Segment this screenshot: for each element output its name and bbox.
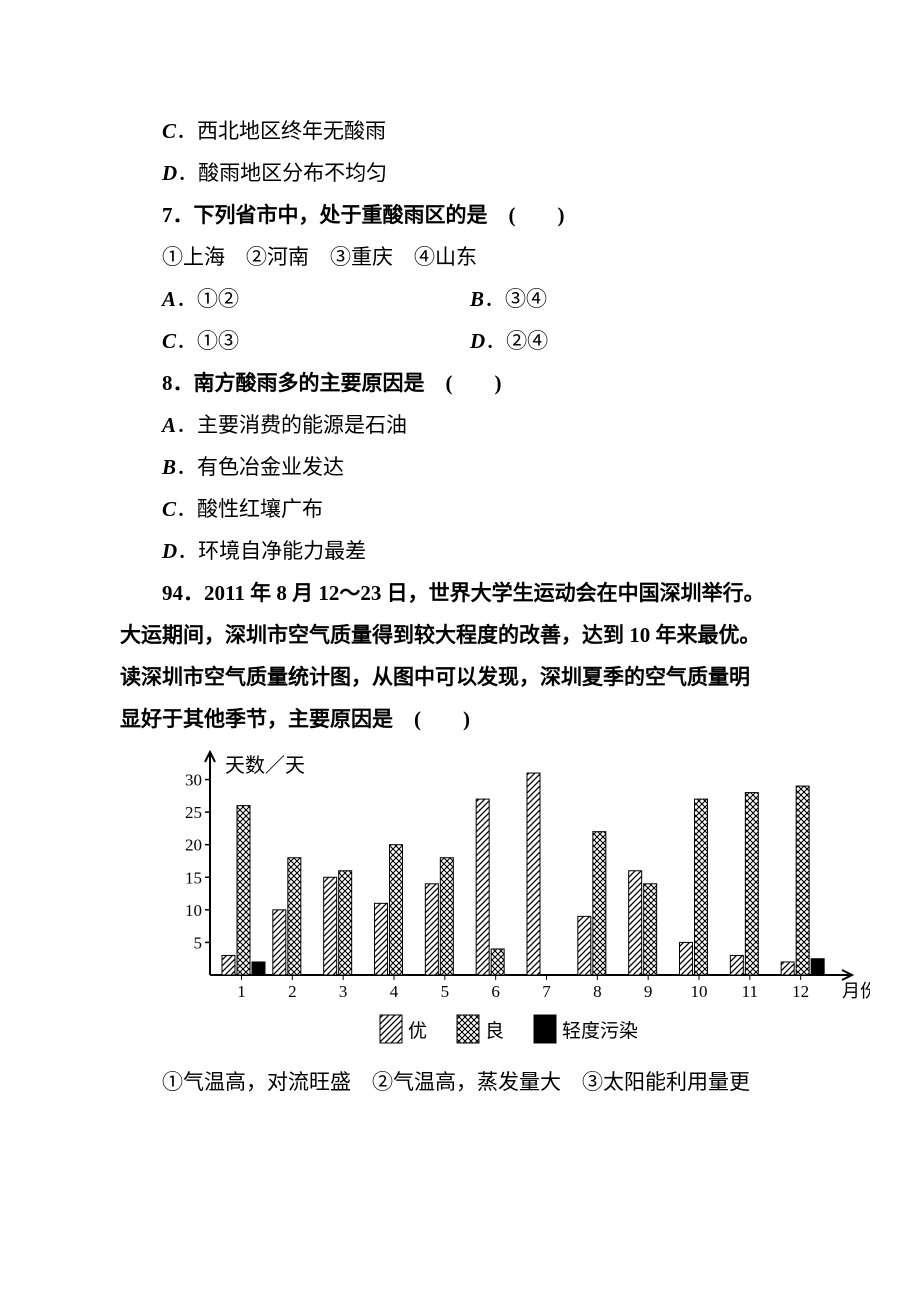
- svg-text:11: 11: [742, 982, 758, 1001]
- q8-opt-a: A．主要消费的能源是石油: [120, 404, 820, 446]
- q7-stem: 7．下列省市中，处于重酸雨区的是 ( ): [120, 194, 820, 236]
- q94-stem-l4: 显好于其他季节，主要原因是 ( ): [120, 698, 820, 740]
- opt-text: ．②④: [485, 329, 548, 353]
- opt-letter: A: [162, 287, 176, 311]
- q7-opts-row-1: A．①② B．③④: [120, 278, 820, 320]
- air-quality-chart: 天数／天51015202530123456789101112月份优良轻度污染: [150, 750, 820, 1055]
- opt-letter: C: [162, 119, 176, 143]
- q6-opt-d: D．酸雨地区分布不均匀: [120, 152, 820, 194]
- svg-text:10: 10: [691, 982, 708, 1001]
- svg-text:天数／天: 天数／天: [225, 754, 305, 777]
- q8-stem: 8．南方酸雨多的主要原因是 ( ): [120, 362, 820, 404]
- svg-text:20: 20: [185, 836, 202, 855]
- q7-opts-row-2: C．①③ D．②④: [120, 320, 820, 362]
- svg-text:月份: 月份: [842, 981, 870, 1001]
- opt-text: ．①③: [176, 329, 239, 353]
- svg-text:3: 3: [339, 982, 348, 1001]
- svg-text:1: 1: [237, 982, 246, 1001]
- svg-text:30: 30: [185, 771, 202, 790]
- opt-text: ．①②: [176, 287, 239, 311]
- opt-letter: B: [470, 287, 484, 311]
- q94-stem-l2: 大运期间，深圳市空气质量得到较大程度的改善，达到 10 年来最优。: [120, 614, 820, 656]
- q8-opt-c: C．酸性红壤广布: [120, 488, 820, 530]
- after-chart-line: ①气温高，对流旺盛 ②气温高，蒸发量大 ③太阳能利用量更: [120, 1061, 820, 1103]
- q8-opt-b: B．有色冶金业发达: [120, 446, 820, 488]
- svg-text:15: 15: [185, 868, 202, 887]
- opt-text: ．酸雨地区分布不均匀: [177, 161, 387, 185]
- svg-text:12: 12: [792, 982, 809, 1001]
- svg-text:10: 10: [185, 901, 202, 920]
- svg-text:轻度污染: 轻度污染: [562, 1020, 638, 1042]
- svg-text:25: 25: [185, 803, 202, 822]
- q8-opt-d: D．环境自净能力最差: [120, 530, 820, 572]
- svg-text:6: 6: [491, 982, 500, 1001]
- svg-text:优: 优: [408, 1020, 427, 1042]
- q94-stem-l3: 读深圳市空气质量统计图，从图中可以发现，深圳夏季的空气质量明: [120, 656, 820, 698]
- q94-stem-l1: 94．2011 年 8 月 12～23 日，世界大学生运动会在中国深圳举行。: [120, 572, 820, 614]
- svg-text:5: 5: [194, 933, 203, 952]
- opt-text: ．③④: [484, 287, 547, 311]
- svg-text:4: 4: [390, 982, 399, 1001]
- opt-letter: D: [162, 161, 177, 185]
- q7-choices-line: ①上海 ②河南 ③重庆 ④山东: [120, 236, 820, 278]
- svg-text:9: 9: [644, 982, 653, 1001]
- opt-letter: C: [162, 329, 176, 353]
- svg-text:2: 2: [288, 982, 297, 1001]
- svg-text:7: 7: [542, 982, 551, 1001]
- q6-opt-c: C．西北地区终年无酸雨: [120, 110, 820, 152]
- opt-text: ．西北地区终年无酸雨: [176, 119, 386, 143]
- opt-letter: D: [470, 329, 485, 353]
- svg-text:良: 良: [485, 1020, 504, 1042]
- svg-text:5: 5: [441, 982, 450, 1001]
- svg-text:8: 8: [593, 982, 602, 1001]
